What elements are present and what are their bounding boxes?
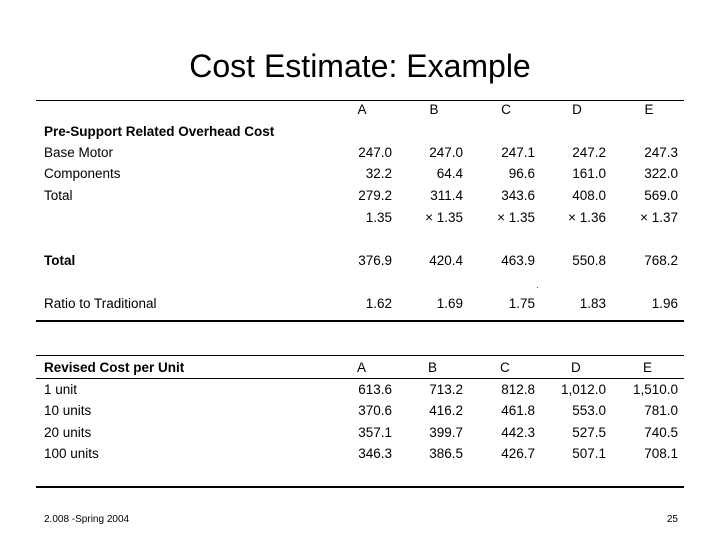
table-cell: 247.1: [501, 145, 535, 160]
table-cell: 357.1: [358, 425, 392, 440]
table-cell: 569.0: [644, 188, 678, 203]
stray-dot: ·: [536, 283, 539, 292]
table-cell: 613.6: [358, 382, 392, 397]
table-cell: 408.0: [572, 188, 606, 203]
col-header-e: E: [643, 360, 653, 375]
table-cell: 161.0: [572, 166, 606, 181]
col-header-a: A: [357, 102, 367, 117]
multiplier-cell: × 1.35: [497, 210, 535, 225]
multiplier-cell: × 1.36: [568, 210, 606, 225]
row-label: Base Motor: [44, 145, 114, 160]
table-cell: 1,510.0: [632, 382, 678, 397]
page-number: 25: [666, 514, 678, 525]
table-cell: 507.1: [572, 446, 606, 461]
col-header-d: D: [572, 102, 582, 117]
col-header-c: C: [500, 360, 510, 375]
table-cell: 247.0: [358, 145, 392, 160]
col-header-b: B: [429, 102, 439, 117]
table-cell: 376.9: [358, 253, 392, 268]
table-cell: 463.9: [501, 253, 535, 268]
table-cell: 420.4: [429, 253, 463, 268]
table-cell: 386.5: [429, 446, 463, 461]
table-cell: 311.4: [430, 188, 463, 203]
top-rule: [36, 100, 684, 101]
table-cell: 343.6: [501, 188, 535, 203]
table-cell: 461.8: [501, 403, 535, 418]
table-cell: 768.2: [644, 253, 678, 268]
row-label: 1 unit: [44, 382, 78, 397]
table-cell: 1.83: [579, 296, 606, 311]
bottom-rule: [36, 486, 684, 488]
col-header-e: E: [644, 102, 654, 117]
table-cell: 370.6: [358, 403, 392, 418]
table-cell: 708.1: [644, 446, 678, 461]
table-cell: 812.8: [501, 382, 535, 397]
table-cell: 1.96: [651, 296, 678, 311]
table-cell: 527.5: [572, 425, 606, 440]
table-cell: 247.3: [644, 145, 678, 160]
table-cell: 1,012.0: [560, 382, 606, 397]
table-cell: 247.0: [429, 145, 463, 160]
multiplier-cell: × 1.37: [640, 210, 678, 225]
middle-rule-upper: [36, 320, 684, 322]
multiplier-cell: 1.35: [365, 210, 392, 225]
total-label: Total: [44, 253, 76, 268]
revised-cost-header: Revised Cost per Unit: [44, 360, 185, 375]
table-cell: 550.8: [572, 253, 606, 268]
section-title: Pre-Support Related Overhead Cost: [44, 124, 275, 139]
footer-text: 2.008 -Spring 2004: [44, 514, 130, 525]
col-header-b: B: [428, 360, 438, 375]
table-cell: 740.5: [644, 425, 678, 440]
table-cell: 416.2: [429, 403, 463, 418]
table-cell: 346.3: [358, 446, 392, 461]
ratio-label: Ratio to Traditional: [44, 296, 157, 311]
table-cell: 64.4: [436, 166, 463, 181]
middle-rule-lower: [36, 355, 684, 356]
table-cell: 553.0: [572, 403, 606, 418]
table-cell: 279.2: [358, 188, 392, 203]
table-cell: 96.6: [508, 166, 535, 181]
table-cell: 1.69: [436, 296, 463, 311]
table-cell: 32.2: [365, 166, 392, 181]
slide-title: Cost Estimate: Example: [189, 48, 531, 84]
table-cell: 322.0: [644, 166, 678, 181]
col-header-a: A: [357, 360, 367, 375]
row-label: 10 units: [44, 403, 92, 418]
table-cell: 781.0: [644, 403, 678, 418]
row-label: 100 units: [44, 446, 99, 461]
table-cell: 399.7: [429, 425, 463, 440]
table-cell: 442.3: [501, 425, 535, 440]
col-header-c: C: [501, 102, 511, 117]
multiplier-cell: × 1.35: [425, 210, 463, 225]
bottom-header-rule: [36, 378, 684, 379]
row-label: Components: [44, 166, 121, 181]
row-label: Total: [44, 188, 73, 203]
table-cell: 713.2: [429, 382, 463, 397]
table-cell: 247.2: [572, 145, 606, 160]
table-cell: 426.7: [501, 446, 535, 461]
col-header-d: D: [571, 360, 581, 375]
table-cell: 1.75: [508, 296, 535, 311]
table-cell: 1.62: [365, 296, 392, 311]
row-label: 20 units: [44, 425, 92, 440]
